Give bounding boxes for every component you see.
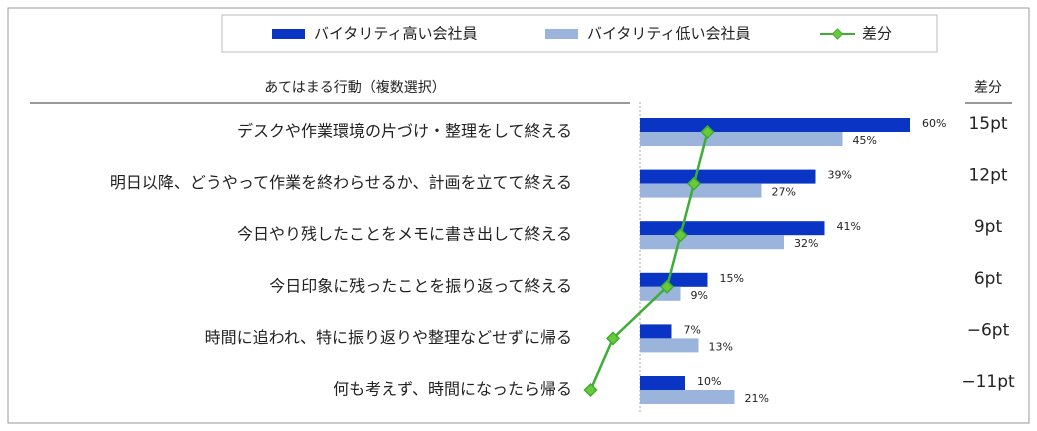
bar <box>640 376 685 390</box>
value-label: 10% <box>697 375 721 388</box>
category-label: 何も考えず、時間になったら帰る <box>333 380 572 399</box>
diff-label: −11pt <box>961 372 1015 392</box>
header: あてはまる行動（複数選択） <box>264 79 445 96</box>
legend-label: 差分 <box>862 25 892 43</box>
legend-label: バイタリティ高い会社員 <box>314 25 478 43</box>
value-label: 39% <box>828 169 852 182</box>
diff-header: 差分 <box>974 80 1002 96</box>
category-label: デスクや作業環境の片づけ・整理をして終える <box>237 122 572 141</box>
bar <box>640 324 672 339</box>
category-label: 今日やり残したことをメモに書き出して終える <box>237 225 572 244</box>
bar <box>640 338 699 353</box>
category-label: 今日印象に残ったことを振り返って終える <box>269 276 572 295</box>
diff-label: −6pt <box>967 320 1010 340</box>
value-label: 45% <box>853 134 877 147</box>
value-label: 21% <box>745 392 769 405</box>
diff-marker <box>700 124 715 140</box>
legend-swatch <box>545 29 578 39</box>
value-label: 15% <box>720 272 744 285</box>
bar <box>640 235 784 250</box>
bar <box>640 272 708 287</box>
bar <box>640 132 843 146</box>
legend-swatch <box>272 29 305 39</box>
diff-label: 12pt <box>968 166 1007 186</box>
diff-label: 9pt <box>974 217 1003 237</box>
bar <box>640 118 910 132</box>
diff-marker <box>673 228 688 243</box>
diff-marker <box>583 382 598 398</box>
bar <box>640 169 816 184</box>
diff-marker <box>659 279 675 294</box>
bar <box>640 390 735 404</box>
diff-label: 15pt <box>968 114 1007 134</box>
legend-label: バイタリティ低い会社員 <box>587 25 751 43</box>
value-label: 41% <box>837 220 861 233</box>
diff-label: 6pt <box>974 269 1003 289</box>
bar <box>640 183 762 198</box>
value-label: 60% <box>922 117 946 130</box>
diff-marker <box>686 176 702 191</box>
legend-box <box>221 14 938 53</box>
category-label: 時間に追われ、特に振り返りや整理などせずに帰る <box>205 328 572 347</box>
value-label: 9% <box>691 289 708 302</box>
value-label: 13% <box>709 340 733 353</box>
legend-marker <box>831 28 844 40</box>
bar <box>640 221 825 236</box>
diff-line <box>589 131 709 391</box>
value-label: 27% <box>772 186 796 199</box>
category-label: 明日以降、どうやって作業を終わらせるか、計画を立てて終える <box>110 173 572 192</box>
value-label: 7% <box>684 323 701 336</box>
diff-marker <box>605 331 621 346</box>
frame <box>7 7 1030 424</box>
value-label: 32% <box>794 237 818 250</box>
